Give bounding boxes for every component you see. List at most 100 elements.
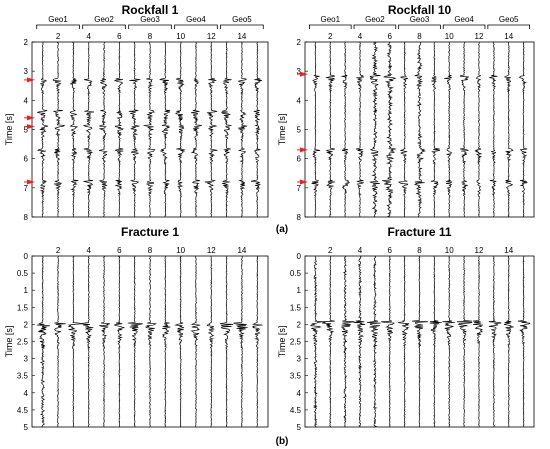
y-tick-label: 1.5 [290,303,302,312]
seismic-trace [503,255,514,428]
geophone-group-label: Geo3 [140,15,160,24]
y-tick-label: 5 [297,423,302,432]
seismic-trace [353,255,366,428]
seismic-trace [429,255,442,428]
seismic-trace [456,255,473,428]
geophone-group-bracket [128,24,172,29]
seismic-trace [442,255,455,428]
x-tick-label: 10 [445,246,454,255]
x-tick-label: 8 [417,32,422,41]
seismic-trace [99,255,111,428]
seismic-trace [369,41,381,218]
y-tick-label: 0.5 [17,269,29,278]
seismic-trace [459,41,469,218]
x-tick-label: 6 [117,32,122,41]
x-tick-label: 14 [237,32,246,41]
x-tick-label: 8 [148,246,153,255]
seismic-trace [472,255,484,428]
y-tick-label: 8 [24,213,29,222]
y-tick-label: 4.5 [290,406,302,415]
seismic-trace [366,255,381,428]
x-tick-label: 10 [176,246,185,255]
seismic-trace [355,41,365,218]
seismic-trace [219,255,234,428]
chart-title: Rockfall 1 [122,3,179,17]
y-axis-label: Time [s] [4,114,14,146]
seismic-trace [444,41,453,218]
y-tick-label: 3 [24,355,29,364]
seismic-trace [143,41,156,218]
chart-title: Fracture 1 [121,225,179,239]
x-tick-label: 10 [176,32,185,41]
x-tick-label: 2 [56,32,61,41]
y-tick-label: 2.5 [17,338,29,347]
panel-fracture-1: Fracture 1 2 4 6 8 10 12 14 0 0.5 1 1.5 2 2.5 3 3.5 4 4.5… [4,225,269,432]
panel-label-a: (a) [276,224,288,235]
seismic-trace [69,41,79,218]
seismic-trace [341,41,351,218]
seismic-trace [98,41,108,218]
x-tick-label: 6 [388,32,393,41]
geophone-group-label: Geo3 [410,15,430,24]
y-tick-label: 0 [24,252,29,261]
seismic-trace [36,255,50,428]
y-tick-label: 8 [297,213,302,222]
geophone-group-label: Geo4 [454,15,474,24]
y-tick-label: 1.5 [17,303,29,312]
y-tick-label: 6 [24,155,29,164]
y-tick-label: 3 [297,67,302,76]
chart-title: Fracture 11 [387,225,451,239]
arrival-marker [27,77,35,83]
geophone-group-bracket [220,24,264,29]
seismic-trace [233,255,248,428]
geophone-group-label: Geo5 [232,15,252,24]
seismic-trace [145,255,157,428]
y-tick-label: 2 [297,38,302,47]
seismic-trace [159,41,171,218]
x-tick-label: 4 [86,246,91,255]
x-tick-label: 6 [117,246,122,255]
seismic-trace [341,255,355,428]
seismic-trace [397,41,409,218]
seismic-trace [204,41,218,218]
panel-label-b: (b) [276,436,289,447]
x-tick-label: 8 [417,246,422,255]
y-tick-label: 2 [24,38,29,47]
geophone-group-bracket [174,24,218,29]
y-axis-label: Time [s] [277,326,287,358]
seismic-trace [80,255,94,428]
y-tick-label: 4 [24,96,29,105]
geophone-group-label: Geo5 [499,15,519,24]
x-tick-label: 8 [148,32,153,41]
y-tick-label: 4 [297,96,302,105]
x-tick-label: 10 [445,32,454,41]
seismic-trace [162,255,171,428]
geophone-group-label: Geo1 [48,15,68,24]
seismic-trace [113,41,124,218]
seismic-trace [311,41,321,218]
x-tick-label: 2 [328,246,333,255]
seismic-trace [82,41,95,218]
x-tick-label: 4 [358,32,363,41]
seismic-trace [113,255,125,428]
y-tick-label: 6 [297,155,302,164]
seismic-trace [474,41,483,218]
y-tick-label: 4.5 [17,406,29,415]
y-tick-label: 0 [297,252,302,261]
geophone-group-bracket [487,24,530,29]
seismic-trace [488,255,502,428]
geophone-group-label: Geo2 [94,15,114,24]
seismic-trace [382,41,397,218]
y-tick-label: 5 [24,423,29,432]
seismic-trace [413,41,427,218]
geophone-group-label: Geo4 [186,15,206,24]
geophone-group-label: Geo1 [320,15,340,24]
arrival-marker [300,147,308,153]
arrival-marker [300,71,308,77]
x-tick-label: 14 [504,246,513,255]
x-tick-label: 14 [237,246,246,255]
x-tick-label: 2 [328,32,333,41]
seismic-trace [220,41,232,218]
seismic-trace [36,41,49,218]
